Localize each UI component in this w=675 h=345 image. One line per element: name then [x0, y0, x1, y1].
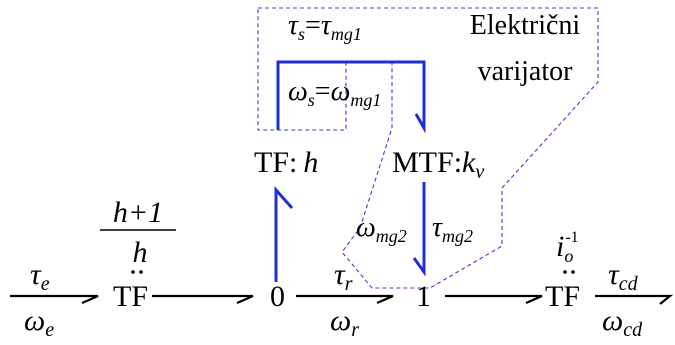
region-label-line2: varijator	[478, 56, 574, 87]
tf-left-dot-1	[131, 270, 135, 274]
zero-junction: 0	[270, 280, 285, 313]
mtf-kv-element: MTF:kv	[392, 146, 484, 183]
one-junction: 1	[416, 280, 431, 313]
ratio-denominator: h	[133, 236, 148, 269]
tau-s-equation: τs=τmg1	[288, 10, 362, 44]
region-label-line1: Električni	[470, 10, 581, 41]
omega-s-equation: ωs=ωmg1	[288, 76, 381, 110]
main-bonds	[10, 294, 674, 305]
omega-cd-label: ωcd	[602, 304, 643, 341]
electric-variator-region	[257, 7, 599, 289]
ratio-right: io-1	[556, 229, 579, 266]
bond-tfh-mtf	[276, 60, 426, 134]
omega-e-label: ωe	[24, 304, 54, 341]
tau-r-label: τr	[334, 258, 353, 295]
bond-zero-tfh	[274, 186, 294, 282]
tf-right-dot-2	[571, 270, 575, 274]
omega-r-label: ωr	[330, 304, 359, 341]
tf-right-element: TF	[545, 280, 580, 313]
tau-cd-label: τcd	[608, 258, 639, 295]
tau-e-label: τe	[30, 258, 50, 295]
bond-tf-zero	[152, 294, 254, 305]
bond-zero-one	[296, 294, 394, 305]
bond-tf-output	[595, 294, 674, 305]
tf-left-element: TF	[113, 280, 148, 313]
tf-h-element: TF: h	[254, 146, 318, 179]
bond-mtf-one	[412, 182, 426, 277]
ratio-numerator: h+1	[113, 196, 163, 229]
tau-mg2-label: τmg2	[432, 212, 473, 246]
electric-bonds	[274, 60, 426, 282]
tf-left-dot-2	[139, 270, 143, 274]
bond-one-tf	[445, 294, 543, 305]
bond-engine-tf	[10, 294, 99, 305]
omega-mg2-label: ωmg2	[356, 212, 407, 246]
tf-right-dot-1	[563, 270, 567, 274]
